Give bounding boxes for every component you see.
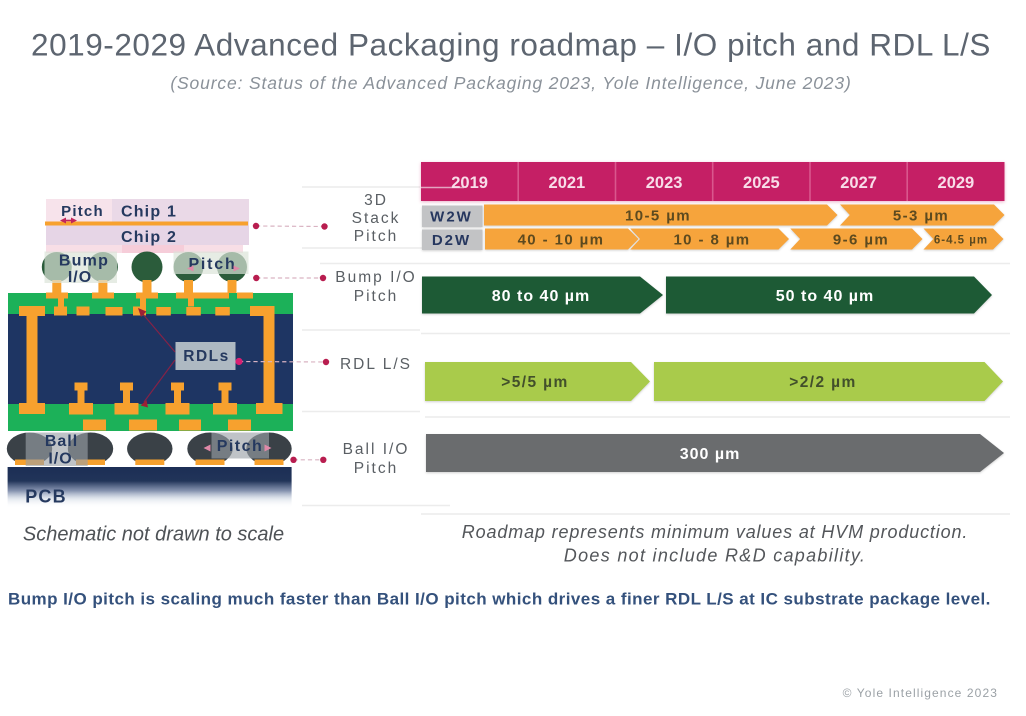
svg-text:2021: 2021	[549, 174, 586, 192]
svg-text:5-3 µm: 5-3 µm	[893, 207, 949, 224]
svg-text:Roadmap represents minimum val: Roadmap represents minimum values at HVM…	[462, 522, 968, 542]
svg-text:Schematic not drawn to scale: Schematic not drawn to scale	[23, 524, 284, 546]
svg-text:>5/5 µm: >5/5 µm	[501, 374, 568, 391]
svg-text:40 - 10 µm: 40 - 10 µm	[518, 231, 605, 248]
svg-text:RDL L/S: RDL L/S	[340, 356, 412, 373]
svg-text:Bump I/O pitch is scaling much: Bump I/O pitch is scaling much faster th…	[8, 590, 991, 609]
svg-text:Bump: Bump	[59, 253, 109, 270]
svg-text:Pitch: Pitch	[354, 460, 398, 477]
svg-text:Pitch: Pitch	[354, 228, 398, 245]
svg-text:Does not include R&D capabilit: Does not include R&D capability.	[564, 546, 866, 566]
svg-text:2025: 2025	[743, 174, 780, 192]
svg-text:Pitch: Pitch	[61, 203, 104, 220]
svg-text:© Yole Intelligence 2023: © Yole Intelligence 2023	[843, 686, 998, 700]
svg-text:9-6 µm: 9-6 µm	[833, 231, 889, 248]
svg-text:Chip 1: Chip 1	[121, 204, 177, 221]
svg-text:Ball: Ball	[45, 433, 78, 450]
svg-text:Pitch: Pitch	[217, 438, 264, 455]
svg-text:>2/2 µm: >2/2 µm	[789, 374, 856, 391]
svg-text:10 - 8 µm: 10 - 8 µm	[673, 231, 750, 248]
svg-text:2027: 2027	[840, 174, 877, 192]
svg-text:10-5 µm: 10-5 µm	[625, 207, 691, 224]
svg-text:Pitch: Pitch	[188, 256, 236, 273]
svg-text:2029: 2029	[938, 174, 975, 192]
svg-text:D2W: D2W	[432, 232, 471, 249]
svg-text:RDLs: RDLs	[183, 348, 229, 365]
svg-text:3D: 3D	[364, 192, 388, 209]
svg-text:Chip 2: Chip 2	[121, 229, 177, 246]
svg-text:2019-2029 Advanced Packaging r: 2019-2029 Advanced Packaging roadmap – I…	[31, 27, 991, 63]
svg-text:6-4.5 µm: 6-4.5 µm	[934, 235, 988, 247]
svg-text:50 to 40 µm: 50 to 40 µm	[776, 288, 874, 305]
svg-text:PCB: PCB	[25, 487, 67, 507]
svg-text:I/O: I/O	[68, 269, 92, 286]
svg-text:(Source: Status of the Advance: (Source: Status of the Advanced Packagin…	[170, 73, 851, 93]
svg-text:2023: 2023	[646, 174, 683, 192]
svg-text:Bump I/O: Bump I/O	[335, 269, 416, 286]
svg-text:W2W: W2W	[430, 209, 473, 226]
svg-text:Stack: Stack	[352, 210, 401, 227]
svg-text:80 to 40 µm: 80 to 40 µm	[492, 288, 590, 305]
svg-text:I/O: I/O	[48, 451, 72, 468]
svg-text:Ball I/O: Ball I/O	[343, 441, 410, 458]
svg-text:Pitch: Pitch	[354, 288, 398, 305]
svg-text:300 µm: 300 µm	[680, 446, 741, 463]
svg-text:2019: 2019	[451, 174, 488, 192]
